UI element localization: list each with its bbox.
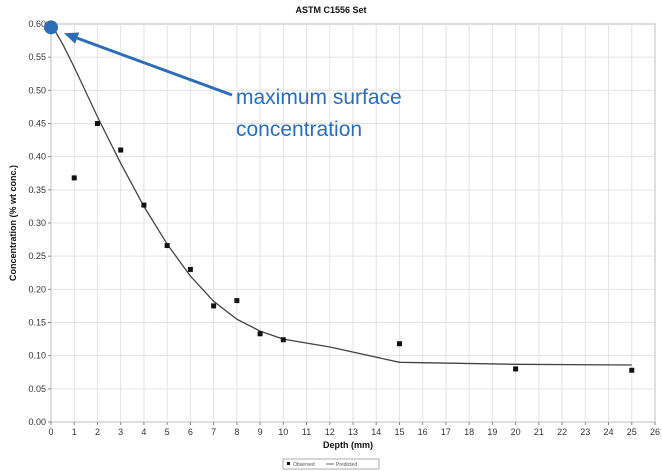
observed-point	[187, 266, 193, 272]
annotation-text-line2: concentration	[236, 118, 362, 141]
y-tick-label: 0.35	[28, 185, 46, 195]
observed-point	[164, 243, 170, 249]
y-tick-label: 0.60	[28, 19, 46, 29]
x-tick-label: 9	[258, 427, 263, 437]
observed-point	[118, 147, 124, 153]
y-axis-ticks: 0.00 0.05 0.10 0.15 0.20 0.25 0.30 0.35 0.40 0.45…	[28, 19, 51, 427]
x-tick-label: 12	[325, 427, 335, 437]
x-tick-label: 10	[278, 427, 288, 437]
y-tick-label: 0.10	[28, 351, 46, 361]
y-tick-label: 0.50	[28, 85, 46, 95]
x-tick-label: 3	[118, 427, 123, 437]
x-tick-label: 24	[604, 427, 614, 437]
observed-point	[396, 341, 402, 347]
legend: Observed Predicted	[282, 458, 380, 470]
x-tick-label: 18	[464, 427, 474, 437]
x-tick-label: 23	[580, 427, 590, 437]
x-tick-label: 4	[141, 427, 146, 437]
observed-point	[94, 121, 100, 126]
y-tick-label: 0.00	[28, 417, 46, 427]
y-tick-label: 0.20	[28, 284, 46, 294]
y-tick-label: 0.55	[28, 52, 46, 62]
x-tick-label: 21	[534, 427, 544, 437]
y-tick-label: 0.45	[28, 119, 46, 129]
observed-point	[257, 331, 263, 337]
legend-observed-swatch	[287, 462, 290, 465]
legend-predicted-label: Predicted	[336, 462, 357, 468]
x-tick-label: 17	[441, 427, 451, 437]
annotation-arrowhead	[64, 32, 80, 44]
x-tick-label: 19	[487, 427, 497, 437]
observed-point	[280, 337, 286, 343]
observed-point	[71, 175, 77, 181]
x-tick-label: 1	[72, 427, 77, 437]
x-tick-label: 0	[48, 427, 53, 437]
x-tick-label: 15	[394, 427, 404, 437]
legend-observed-label: Observed	[293, 462, 315, 468]
annotation-text-line1: maximum surface	[236, 86, 402, 109]
observed-point	[513, 366, 519, 372]
y-tick-label: 0.25	[28, 251, 46, 261]
x-axis-title: Depth (mm)	[323, 440, 373, 450]
x-tick-label: 13	[348, 427, 358, 437]
predicted-series-line	[50, 23, 632, 366]
annotation-arrow	[76, 36, 233, 97]
x-tick-label: 6	[188, 427, 193, 437]
x-tick-label: 16	[418, 427, 428, 437]
grid-lines	[51, 24, 655, 422]
x-tick-label: 14	[371, 427, 381, 437]
x-axis-ticks: 0 1 2 3 4 5 6 7 8 9 10 11 12 13 14 15 16 17 18 19 20 21 22 23 24…	[48, 422, 660, 437]
observed-point	[211, 303, 217, 309]
x-tick-label: 11	[302, 427, 311, 437]
y-tick-label: 0.05	[28, 384, 46, 394]
x-tick-label: 25	[627, 427, 637, 437]
y-axis-title: Concentration (% wt conc.)	[8, 165, 18, 281]
max-surface-marker	[44, 20, 58, 35]
observed-point	[234, 298, 240, 304]
x-tick-label: 26	[650, 427, 660, 437]
chart-title: ASTM C1556 Set	[295, 5, 366, 15]
x-tick-label: 20	[511, 427, 521, 437]
observed-point	[629, 367, 635, 373]
y-tick-label: 0.40	[28, 152, 46, 162]
x-tick-label: 5	[165, 427, 170, 437]
observed-point	[141, 202, 147, 208]
x-tick-label: 2	[95, 427, 100, 437]
x-tick-label: 7	[211, 427, 216, 437]
observed-series	[71, 121, 635, 373]
x-tick-label: 8	[234, 427, 239, 437]
y-tick-label: 0.30	[28, 218, 46, 228]
x-tick-label: 22	[557, 427, 567, 437]
y-tick-label: 0.15	[28, 318, 46, 328]
